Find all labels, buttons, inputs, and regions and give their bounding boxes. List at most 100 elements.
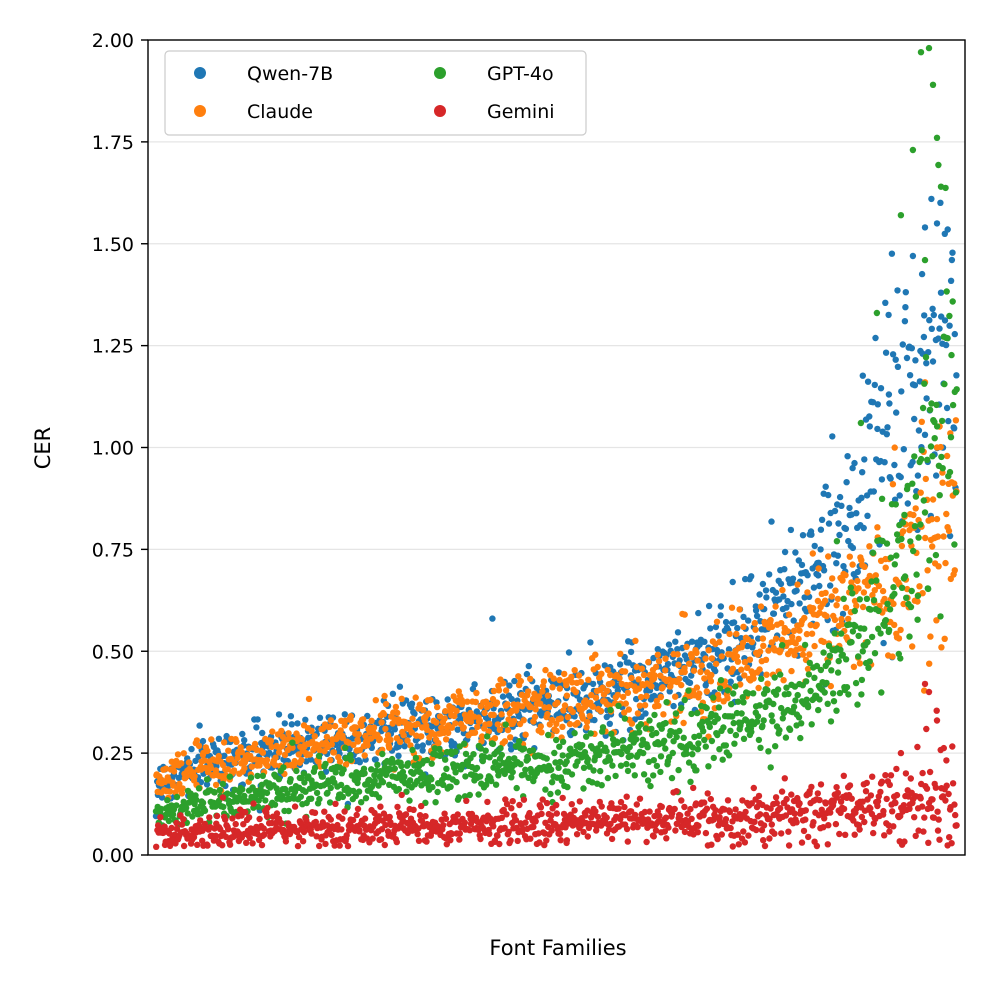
data-point (921, 814, 928, 821)
data-point (894, 287, 901, 294)
data-point (528, 768, 535, 775)
data-point (452, 769, 459, 776)
data-point (702, 743, 709, 750)
data-point (918, 270, 926, 278)
data-point (220, 803, 227, 811)
data-point (502, 687, 510, 694)
data-point (808, 783, 815, 791)
data-point (808, 531, 815, 538)
data-point (389, 690, 397, 697)
data-point (195, 785, 203, 792)
data-point (869, 549, 877, 557)
data-point (801, 614, 808, 622)
data-point (774, 686, 782, 693)
data-point (796, 600, 803, 607)
data-point (553, 727, 560, 735)
data-point (634, 710, 642, 717)
data-point (553, 736, 560, 744)
data-point (874, 524, 881, 531)
data-point (418, 802, 425, 810)
data-point (933, 617, 940, 624)
data-point (708, 737, 716, 745)
data-point (230, 767, 238, 774)
data-point (622, 700, 629, 707)
data-point (824, 700, 831, 707)
data-point (715, 695, 722, 703)
data-point (599, 684, 606, 691)
data-point (361, 815, 369, 822)
data-point (225, 826, 232, 833)
data-point (199, 837, 206, 844)
data-point (785, 828, 792, 835)
data-point (838, 630, 845, 637)
data-point (736, 606, 743, 613)
data-point (557, 715, 564, 722)
data-point (502, 721, 509, 728)
data-point (877, 788, 884, 796)
data-point (803, 696, 810, 703)
data-point (701, 799, 708, 806)
data-point (501, 770, 508, 778)
data-point (542, 786, 549, 793)
data-point (327, 816, 334, 823)
data-point (936, 492, 943, 499)
data-point (835, 657, 842, 665)
data-point (188, 745, 195, 753)
data-point (777, 671, 784, 678)
data-point (269, 728, 276, 735)
data-point (923, 395, 930, 402)
data-point (315, 752, 323, 760)
data-point (829, 575, 836, 582)
data-point (664, 660, 672, 668)
data-point (836, 830, 843, 838)
data-point (474, 723, 481, 731)
data-point (183, 804, 190, 812)
data-point (654, 646, 661, 653)
data-point (887, 554, 895, 561)
data-point (858, 813, 866, 821)
data-point (853, 602, 860, 609)
data-point (656, 812, 663, 819)
data-point (953, 386, 960, 393)
data-point (820, 824, 827, 831)
data-point (580, 828, 587, 836)
data-point-outlier (928, 195, 935, 203)
data-point (298, 756, 305, 764)
data-point (508, 774, 515, 781)
data-point (224, 766, 231, 773)
data-point (929, 543, 936, 550)
data-point (632, 811, 639, 819)
data-point (642, 710, 649, 717)
data-point (643, 692, 650, 700)
data-point (821, 597, 829, 604)
legend-marker-gemini (434, 105, 446, 117)
data-point (717, 603, 725, 610)
data-point (839, 610, 847, 618)
data-point (599, 724, 607, 731)
data-point (907, 603, 915, 611)
data-point (781, 775, 788, 782)
y-tick-label-7: 1.75 (92, 132, 134, 154)
data-point (911, 382, 919, 389)
data-point (166, 788, 174, 795)
y-tick-label-3: 0.75 (92, 539, 134, 561)
data-point (434, 703, 441, 711)
data-point (180, 842, 188, 850)
data-point (475, 791, 482, 798)
data-point (916, 583, 923, 590)
data-point (806, 651, 813, 658)
data-point (759, 635, 767, 642)
data-point (773, 799, 780, 807)
data-point (922, 475, 929, 483)
data-point (947, 434, 955, 441)
data-point (681, 803, 688, 811)
data-point (323, 733, 331, 741)
data-point (652, 663, 660, 671)
data-point (734, 624, 741, 632)
y-axis: 0.00 0.25 0.50 0.75 1.00 1.25 1.50 1.75 2.00 (92, 30, 148, 867)
data-point (811, 642, 818, 650)
data-point (178, 760, 185, 767)
data-point (783, 795, 790, 803)
data-point (824, 659, 832, 666)
data-point (810, 819, 817, 826)
